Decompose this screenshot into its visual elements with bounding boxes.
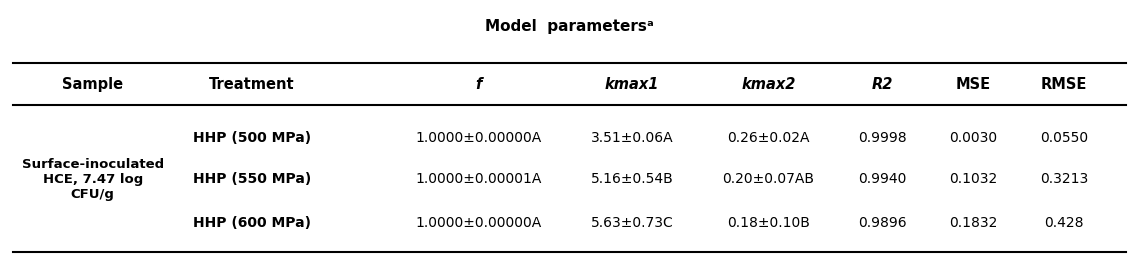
Text: kmax1: kmax1 bbox=[605, 77, 659, 92]
Text: 0.9896: 0.9896 bbox=[858, 216, 907, 230]
Text: 1.0000±0.00000A: 1.0000±0.00000A bbox=[416, 132, 542, 146]
Text: 0.26±0.02A: 0.26±0.02A bbox=[727, 132, 810, 146]
Text: MSE: MSE bbox=[956, 77, 991, 92]
Text: RMSE: RMSE bbox=[1041, 77, 1087, 92]
Text: 0.428: 0.428 bbox=[1044, 216, 1083, 230]
Text: 3.51±0.06A: 3.51±0.06A bbox=[591, 132, 673, 146]
Text: kmax2: kmax2 bbox=[741, 77, 796, 92]
Text: 0.9998: 0.9998 bbox=[858, 132, 907, 146]
Text: 0.18±0.10B: 0.18±0.10B bbox=[727, 216, 810, 230]
Text: Sample: Sample bbox=[63, 77, 123, 92]
Text: 0.1032: 0.1032 bbox=[949, 172, 997, 186]
Text: HHP (500 MPa): HHP (500 MPa) bbox=[192, 132, 311, 146]
Text: 0.1832: 0.1832 bbox=[949, 216, 997, 230]
Text: Surface-inoculated
HCE, 7.47 log
CFU/g: Surface-inoculated HCE, 7.47 log CFU/g bbox=[22, 158, 164, 201]
Text: 0.9940: 0.9940 bbox=[858, 172, 907, 186]
Text: 5.16±0.54B: 5.16±0.54B bbox=[591, 172, 673, 186]
Text: Treatment: Treatment bbox=[208, 77, 295, 92]
Text: 0.20±0.07AB: 0.20±0.07AB bbox=[722, 172, 814, 186]
Text: HHP (550 MPa): HHP (550 MPa) bbox=[192, 172, 311, 186]
Text: 0.0550: 0.0550 bbox=[1040, 132, 1088, 146]
Text: 0.3213: 0.3213 bbox=[1040, 172, 1088, 186]
Text: HHP (600 MPa): HHP (600 MPa) bbox=[192, 216, 311, 230]
Text: 1.0000±0.00001A: 1.0000±0.00001A bbox=[416, 172, 542, 186]
Text: R2: R2 bbox=[871, 77, 893, 92]
Text: 0.0030: 0.0030 bbox=[949, 132, 997, 146]
Text: 5.63±0.73C: 5.63±0.73C bbox=[591, 216, 673, 230]
Text: Model  parametersᵃ: Model parametersᵃ bbox=[485, 19, 654, 34]
Text: 1.0000±0.00000A: 1.0000±0.00000A bbox=[416, 216, 542, 230]
Text: f: f bbox=[476, 77, 482, 92]
